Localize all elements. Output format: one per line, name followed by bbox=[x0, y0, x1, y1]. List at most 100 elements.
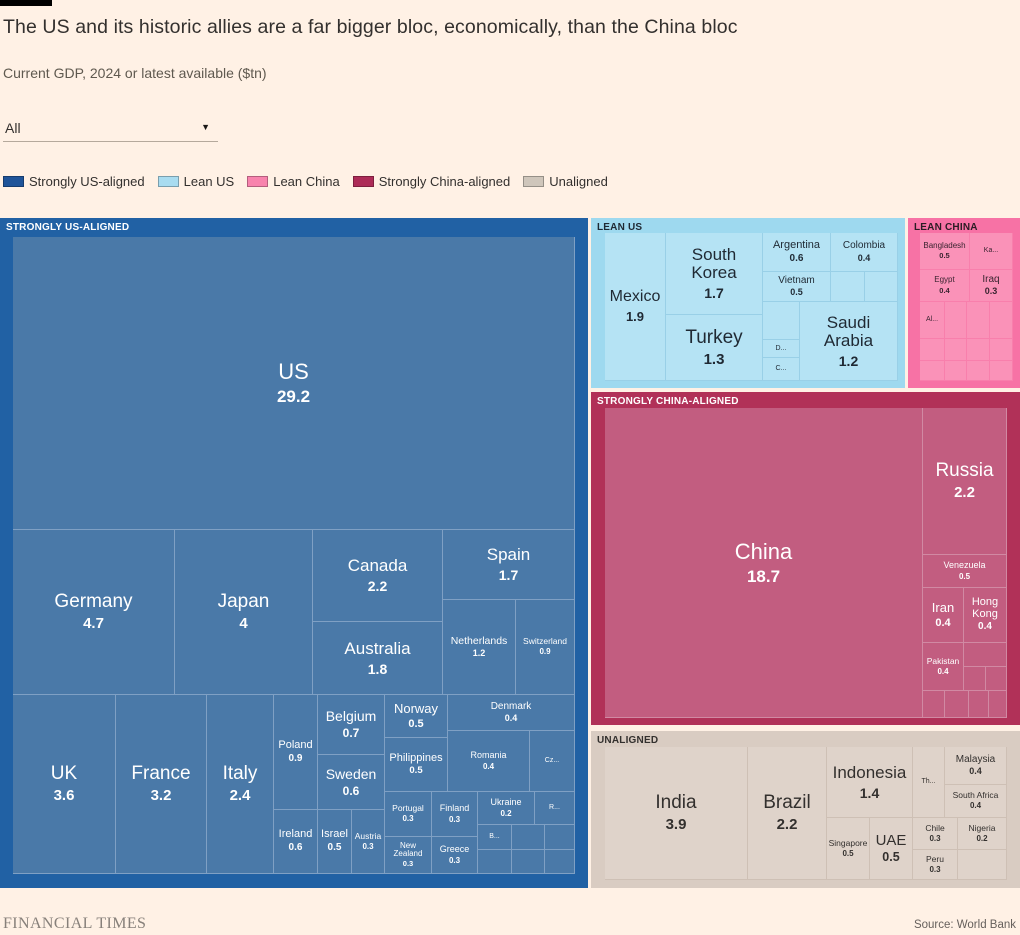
treemap-cell-unlabeled-9[interactable] bbox=[923, 691, 944, 717]
treemap-cell-egypt[interactable]: Egypt 0.4 bbox=[920, 270, 969, 301]
treemap-cell-uk[interactable]: UK 3.6 bbox=[13, 695, 115, 873]
cell-country-label: Venezuela bbox=[943, 560, 986, 571]
treemap-cell-cz[interactable]: Cz... bbox=[530, 731, 574, 791]
treemap-cell-nigeria[interactable]: Nigeria 0.2 bbox=[958, 818, 1006, 849]
treemap-cell-unlabeled-29[interactable] bbox=[512, 825, 544, 849]
cell-country-label: India bbox=[655, 792, 697, 814]
treemap-cell-venezuela[interactable]: Venezuela 0.5 bbox=[923, 555, 1006, 587]
treemap-cell-unlabeled-11[interactable] bbox=[958, 850, 1006, 879]
cell-value-label: 1.7 bbox=[498, 567, 519, 584]
treemap-cell-turkey[interactable]: Turkey 1.3 bbox=[666, 315, 762, 380]
treemap-cell-unlabeled-11[interactable] bbox=[969, 691, 988, 717]
treemap-cell-italy[interactable]: Italy 2.4 bbox=[207, 695, 273, 873]
treemap-cell-sweden[interactable]: Sweden 0.6 bbox=[318, 755, 384, 809]
treemap-cell-uae[interactable]: UAE 0.5 bbox=[870, 818, 912, 879]
treemap-cell-saudi-arabia[interactable]: Saudi Arabia 1.2 bbox=[800, 302, 897, 380]
treemap-cell-philippines[interactable]: Philippines 0.5 bbox=[385, 738, 447, 791]
treemap-cell-ireland[interactable]: Ireland 0.6 bbox=[274, 810, 317, 873]
treemap-cell-unlabeled-13[interactable] bbox=[945, 361, 966, 380]
cell-value-label: 4.7 bbox=[83, 615, 104, 633]
treemap-cell-unlabeled-7[interactable] bbox=[990, 302, 1012, 338]
treemap-cell-netherlands[interactable]: Netherlands 1.2 bbox=[443, 600, 515, 694]
treemap-cell-vietnam[interactable]: Vietnam 0.5 bbox=[763, 272, 830, 301]
cell-value-label: 0.5 bbox=[958, 571, 971, 581]
treemap-cell-b[interactable]: B... bbox=[478, 825, 511, 849]
treemap-cell-unlabeled-8[interactable] bbox=[920, 339, 944, 360]
cell-value-label: 1.2 bbox=[472, 647, 486, 658]
treemap-cell-unlabeled-7[interactable] bbox=[964, 667, 985, 690]
cell-value-label: 29.2 bbox=[276, 387, 311, 407]
treemap-cell-new-zealand[interactable]: New Zealand 0.3 bbox=[385, 837, 431, 873]
cell-country-label: Malaysia bbox=[955, 753, 996, 765]
treemap-cell-norway[interactable]: Norway 0.5 bbox=[385, 695, 447, 737]
treemap-cell-argentina[interactable]: Argentina 0.6 bbox=[763, 233, 830, 271]
treemap-cell-austria[interactable]: Austria 0.3 bbox=[352, 810, 384, 873]
treemap-cell-france[interactable]: France 3.2 bbox=[116, 695, 206, 873]
treemap-cell-canada[interactable]: Canada 2.2 bbox=[313, 530, 442, 621]
treemap-cell-unlabeled-10[interactable] bbox=[945, 691, 968, 717]
treemap-cell-ka[interactable]: Ka... bbox=[970, 233, 1012, 269]
treemap-cell-spain[interactable]: Spain 1.7 bbox=[443, 530, 574, 599]
treemap-cell-unlabeled-11[interactable] bbox=[990, 339, 1012, 360]
treemap-cell-unlabeled-12[interactable] bbox=[989, 691, 1006, 717]
treemap-cell-unlabeled-9[interactable] bbox=[945, 339, 966, 360]
treemap-cell-unlabeled-15[interactable] bbox=[990, 361, 1012, 380]
treemap-cell-russia[interactable]: Russia 2.2 bbox=[923, 408, 1006, 554]
treemap-cell-unlabeled-7[interactable] bbox=[865, 272, 897, 301]
treemap-cell-singapore[interactable]: Singapore 0.5 bbox=[827, 818, 869, 879]
treemap-cell-peru[interactable]: Peru 0.3 bbox=[913, 850, 957, 879]
treemap-cell-unlabeled-6[interactable] bbox=[831, 272, 864, 301]
treemap-cell-hong-kong[interactable]: Hong Kong 0.4 bbox=[964, 588, 1006, 642]
treemap-cell-bangladesh[interactable]: Bangladesh 0.5 bbox=[920, 233, 969, 269]
treemap-cell-iraq[interactable]: Iraq 0.3 bbox=[970, 270, 1012, 301]
group-label-lean-china: LEAN CHINA bbox=[914, 222, 978, 233]
treemap-cell-th[interactable]: Th... bbox=[913, 747, 944, 817]
treemap-cell-ukraine[interactable]: Ukraine 0.2 bbox=[478, 792, 534, 824]
treemap-cell-china[interactable]: China 18.7 bbox=[605, 408, 922, 717]
treemap-cell-pakistan[interactable]: Pakistan 0.4 bbox=[923, 643, 963, 690]
treemap-cell-australia[interactable]: Australia 1.8 bbox=[313, 622, 442, 694]
treemap-cell-unlabeled-32[interactable] bbox=[512, 850, 544, 873]
treemap-cell-portugal[interactable]: Portugal 0.3 bbox=[385, 792, 431, 836]
treemap-cell-japan[interactable]: Japan 4 bbox=[175, 530, 312, 694]
treemap-cell-unlabeled-6[interactable] bbox=[964, 643, 1006, 666]
treemap-cell-d[interactable]: D... bbox=[763, 340, 799, 357]
treemap-cell-denmark[interactable]: Denmark 0.4 bbox=[448, 695, 574, 730]
treemap-cell-r[interactable]: R... bbox=[535, 792, 574, 824]
treemap-cell-greece[interactable]: Greece 0.3 bbox=[432, 837, 477, 873]
treemap-cell-switzerland[interactable]: Switzerland 0.9 bbox=[516, 600, 574, 694]
treemap-cell-south-korea[interactable]: South Korea 1.7 bbox=[666, 233, 762, 314]
treemap-cell-malaysia[interactable]: Malaysia 0.4 bbox=[945, 747, 1006, 784]
treemap-cell-romania[interactable]: Romania 0.4 bbox=[448, 731, 529, 791]
treemap-cell-unlabeled-5[interactable] bbox=[945, 302, 966, 338]
treemap-cell-c[interactable]: C... bbox=[763, 358, 799, 380]
treemap-cell-unlabeled-30[interactable] bbox=[545, 825, 574, 849]
cell-value-label: 0.3 bbox=[362, 841, 374, 851]
treemap-cell-chile[interactable]: Chile 0.3 bbox=[913, 818, 957, 849]
cell-country-label: New Zealand bbox=[393, 840, 423, 859]
treemap-cell-mexico[interactable]: Mexico 1.9 bbox=[605, 233, 665, 380]
treemap-cell-germany[interactable]: Germany 4.7 bbox=[13, 530, 174, 694]
treemap-cell-colombia[interactable]: Colombia 0.4 bbox=[831, 233, 897, 271]
treemap-cell-al[interactable]: Al... bbox=[920, 302, 944, 338]
treemap-cell-india[interactable]: India 3.9 bbox=[605, 747, 747, 879]
treemap-cell-unlabeled-9[interactable] bbox=[763, 302, 799, 339]
treemap-cell-unlabeled-12[interactable] bbox=[920, 361, 944, 380]
treemap-cell-belgium[interactable]: Belgium 0.7 bbox=[318, 695, 384, 754]
treemap-cell-unlabeled-10[interactable] bbox=[967, 339, 989, 360]
treemap-cell-israel[interactable]: Israel 0.5 bbox=[318, 810, 351, 873]
treemap-cell-iran[interactable]: Iran 0.4 bbox=[923, 588, 963, 642]
treemap-cell-us[interactable]: US 29.2 bbox=[13, 237, 574, 529]
treemap-cell-unlabeled-14[interactable] bbox=[967, 361, 989, 380]
treemap-cell-south-africa[interactable]: South Africa 0.4 bbox=[945, 785, 1006, 817]
treemap-cell-finland[interactable]: Finland 0.3 bbox=[432, 792, 477, 836]
treemap-cell-unlabeled-33[interactable] bbox=[545, 850, 574, 873]
treemap-cell-unlabeled-8[interactable] bbox=[986, 667, 1006, 690]
treemap-cell-poland[interactable]: Poland 0.9 bbox=[274, 695, 317, 809]
treemap-cell-brazil[interactable]: Brazil 2.2 bbox=[748, 747, 826, 879]
treemap-cell-unlabeled-6[interactable] bbox=[967, 302, 989, 338]
bloc-filter-dropdown[interactable]: All ▼ bbox=[3, 116, 218, 142]
treemap-cell-unlabeled-31[interactable] bbox=[478, 850, 511, 873]
treemap-cell-indonesia[interactable]: Indonesia 1.4 bbox=[827, 747, 912, 817]
cell-value-label: 1.4 bbox=[859, 784, 880, 801]
